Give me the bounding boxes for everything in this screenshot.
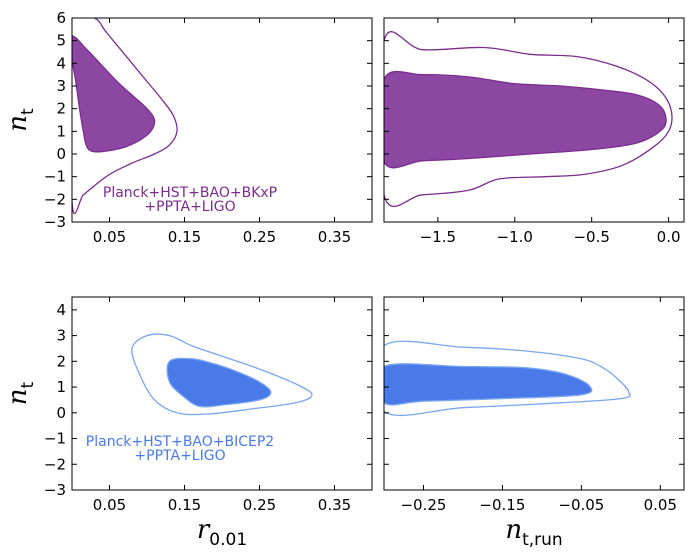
contour-layer [384,31,673,208]
y-tick-label: 6 [56,9,66,27]
x-tick-label: 0.35 [318,228,351,246]
contour-layer [72,18,178,215]
y-tick-label: 1 [56,378,66,396]
x-tick-label: 0.15 [168,228,201,246]
annotation-line: Planck+HST+BAO+BICEP2 [86,434,274,450]
axes-frame [383,296,685,491]
y-tick-label: −2 [44,190,66,208]
x-tick-label: 0.25 [243,496,276,514]
x-tick-label: −0.5 [573,228,609,246]
x-tick-label: 0.35 [318,496,351,514]
x-tick-label: −0.15 [479,496,525,514]
contour-68-region [384,70,667,169]
annotation-line: Planck+HST+BAO+BKxP [103,185,277,201]
contour-layer [384,340,631,417]
panel-top-left: 0.05 0.15 0.25 0.35 −3 −2 −1 0 1 2 3 4 5 6 nt Planck+HS… [3,9,373,246]
axes-frame [71,17,373,223]
x-tick-label: 0.05 [644,496,677,514]
y-tick-label: 4 [56,54,66,72]
contour-68-region [166,357,272,408]
x-tick-label: −1.5 [420,228,456,246]
y-tick-label: −3 [44,481,66,499]
y-axis-label: nt [3,381,38,405]
y-tick-label: 1 [56,122,66,140]
panel-top-right: −1.5 −1.0 −0.5 0.0 [383,17,685,246]
y-tick-label: 5 [56,32,66,50]
panel-bottom-left: 0.05 0.15 0.25 0.35 −3 −2 −1 0 1 2 3 4 nt r0.01 Planck… [3,296,373,550]
y-tick-label: 4 [56,301,66,319]
x-tick-label: −1.0 [497,228,533,246]
x-axis-label: nt,run [505,515,562,550]
x-tick-label: −0.05 [558,496,604,514]
y-tick-label: 3 [56,327,66,345]
y-tick-label: −2 [44,455,66,473]
panel-bottom-right: −0.25 −0.15 −0.05 0.05 nt,run [383,296,685,550]
y-tick-label: 2 [56,352,66,370]
axes-frame [71,296,373,491]
y-tick-label: 0 [56,404,66,422]
x-tick-label: 0.0 [657,228,681,246]
contour-68-region [384,363,593,406]
contour-layer [131,333,313,416]
y-tick-label: 0 [56,145,66,163]
annotation-line: +PPTA+LIGO [144,199,235,215]
y-tick-label: −1 [44,168,66,186]
axes-frame [383,17,685,223]
x-tick-label: 0.15 [168,496,201,514]
contour-68-region [72,35,156,153]
x-axis-label: r0.01 [197,515,247,550]
y-tick-label: −3 [44,213,66,231]
contour-95-outline [131,333,313,416]
x-tick-label: 0.05 [93,496,126,514]
y-tick-label: 3 [56,77,66,95]
x-tick-label: 0.25 [243,228,276,246]
y-axis-label: nt [3,108,38,132]
contour-95-outline [384,340,631,417]
annotation-line: +PPTA+LIGO [134,448,225,464]
x-tick-label: 0.05 [93,228,126,246]
y-tick-label: −1 [44,430,66,448]
contour-95-outline [72,18,178,215]
y-tick-label: 2 [56,100,66,118]
x-tick-label: −0.25 [400,496,446,514]
contour-95-outline [384,31,673,208]
